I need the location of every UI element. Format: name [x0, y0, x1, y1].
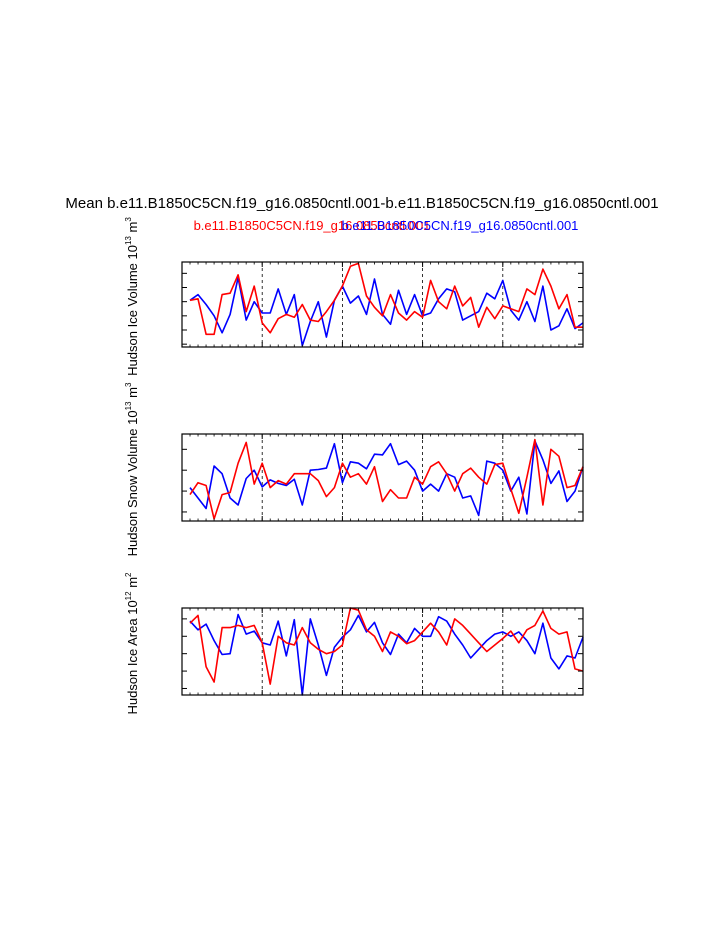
plot-frame [181, 261, 584, 348]
subtitle-group: b.e11.B1850C5CN.f19_g16.0850cntl.001 b.e… [194, 218, 579, 233]
series-line-red [189, 262, 583, 336]
y-axis-label-superscript: 13 [124, 236, 133, 245]
y-axis-label-part: Hudson Snow Volume [125, 428, 140, 556]
subtitle-red: b.e11.B1850C5CN.f19_g16.0850cntl.001 [194, 218, 431, 233]
y-axis-label-part: m [125, 222, 140, 233]
y-axis-label-superscript: 3 [124, 217, 133, 222]
series-line-blue [189, 276, 584, 347]
subtitle-blue: b.e11.B1850C5CN.f19_g16.0850cntl.001 [342, 218, 579, 233]
series-line-red [189, 607, 584, 685]
y-axis-label-superscript: 13 [124, 401, 133, 410]
y-axis-label-glue: 10 [125, 410, 140, 428]
series-line-red [189, 438, 584, 520]
plot-frame [181, 433, 584, 522]
y-axis-label-part: Hudson Ice Area [125, 618, 140, 715]
series-line-blue [189, 440, 584, 517]
y-axis-label: Hudson Ice Area 1012 m2 [119, 572, 140, 715]
y-axis-label-part: m [125, 577, 140, 588]
y-axis-label-superscript: 3 [124, 382, 133, 387]
panel-snow-volume: Hudson Snow Volume 1013 m3 [119, 382, 584, 556]
series-line-blue [189, 613, 584, 696]
y-axis-label-superscript: 2 [124, 572, 133, 577]
y-axis-label: Hudson Ice Volume 1013 m3 [119, 217, 140, 376]
y-axis-label-part: Hudson Ice Volume [125, 263, 140, 376]
y-axis-label-part: m [125, 387, 140, 398]
y-axis-label-glue: 10 [125, 600, 140, 618]
panel-ice-volume: Hudson Ice Volume 1013 m3 [119, 217, 584, 376]
y-axis-label: Hudson Snow Volume 1013 m3 [119, 382, 140, 556]
y-axis-label-glue: 10 [125, 245, 140, 263]
panel-ice-area: Hudson Ice Area 1012 m2 [119, 572, 584, 715]
y-axis-label-superscript: 12 [124, 591, 133, 600]
main-title: Mean b.e11.B1850C5CN.f19_g16.0850cntl.00… [65, 195, 658, 212]
